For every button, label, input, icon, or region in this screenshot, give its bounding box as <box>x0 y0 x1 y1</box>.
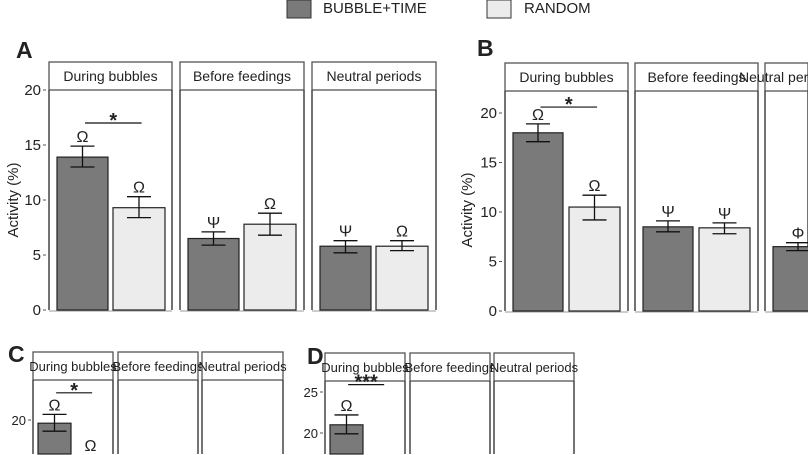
facet-strip <box>117 351 199 381</box>
facet-2: Before feedings <box>112 351 204 454</box>
legend: BUBBLE+TIME RANDOM <box>286 0 591 19</box>
panel-b: B Activity (%) 0 5 10 15 20 During bubbles Ω Ω * Be… <box>459 35 808 320</box>
facet-label: Neutral periods <box>490 360 579 375</box>
facet-3: Neutral periods <box>490 352 579 454</box>
y-tick-label: 20 <box>24 82 41 99</box>
group-mark: Ω <box>589 178 601 195</box>
facet-label: Before feedings <box>647 69 745 85</box>
panel-letter: D <box>307 343 324 369</box>
group-mark: Ψ <box>718 206 731 223</box>
group-mark: Ω <box>532 107 544 124</box>
facet-label: Before feedings <box>112 359 204 374</box>
panel-a: A Activity (%) 0 5 10 15 20 During bubbles Ω Ω * Be… <box>5 37 437 319</box>
bar-random <box>112 207 166 311</box>
y-tick-label: 25 <box>304 385 318 400</box>
facet-strip <box>201 351 284 381</box>
facet-label: During bubbles <box>29 359 117 374</box>
panel-c: C 20 During bubbles Ω Ω * Before feedingsNeutr… <box>8 341 287 455</box>
facet-1: During bubbles Ω Ω * <box>48 61 173 312</box>
significance-label: * <box>70 380 78 402</box>
bar-bubble-time <box>772 246 808 312</box>
facet-strip <box>179 61 305 91</box>
facet-strip <box>32 351 114 381</box>
y-tick-label: 15 <box>24 137 41 154</box>
facet-label: During bubbles <box>519 69 613 85</box>
facet-1: During bubbles Ω Ω * <box>29 351 117 455</box>
y-tick-label: 0 <box>33 302 41 319</box>
group-mark: Ω <box>341 398 353 415</box>
bar-random <box>243 223 297 311</box>
bar-bubble-time <box>642 226 694 312</box>
facet-3: Neutral periods Ψ Ω <box>311 61 437 312</box>
group-mark: Ω <box>85 438 97 455</box>
facet-1: During bubbles Ω*** <box>321 352 409 455</box>
bar-bubble-time <box>187 237 240 311</box>
panel-letter: A <box>16 37 33 63</box>
group-mark: Ω <box>77 129 89 146</box>
facet-strip <box>493 352 575 382</box>
facet-label: Neutral periods <box>739 69 808 85</box>
facet-label: Neutral periods <box>198 359 287 374</box>
facet-strip <box>634 62 759 92</box>
facet-label: During bubbles <box>63 68 157 84</box>
bar-random <box>698 227 751 312</box>
bar-random <box>568 206 621 312</box>
facet-strip <box>764 62 808 92</box>
facet-2: Before feedings Ψ Ψ <box>634 62 759 313</box>
facet-strip <box>48 61 173 91</box>
group-mark: Ψ <box>339 224 352 241</box>
bar-bubble-time <box>512 132 564 312</box>
y-tick-label: 20 <box>12 413 26 428</box>
facet-3: Neutral periods Φ <box>739 62 808 313</box>
y-axis-label: Activity (%) <box>5 162 22 237</box>
legend-label-bubble-time: BUBBLE+TIME <box>323 0 427 17</box>
group-mark: Ω <box>49 397 61 414</box>
group-mark: Ω <box>264 196 276 213</box>
facet-3: Neutral periods <box>198 351 287 454</box>
facet-label: Before feedings <box>404 360 496 375</box>
panel-letter: C <box>8 341 25 367</box>
facet-strip <box>311 61 437 91</box>
y-tick-label: 20 <box>480 105 497 122</box>
facet-label: During bubbles <box>321 360 409 375</box>
bar-bubble-time <box>319 245 372 311</box>
group-mark: Ψ <box>207 215 220 232</box>
facet-strip <box>409 352 491 382</box>
bar-bubble-time <box>56 156 109 311</box>
y-axis-label: Activity (%) <box>459 172 476 247</box>
group-mark: Φ <box>792 226 805 243</box>
legend-label-random: RANDOM <box>524 0 591 17</box>
bar-random <box>375 245 429 311</box>
group-mark: Ω <box>396 224 408 241</box>
facet-strip <box>324 352 406 382</box>
panel-letter: B <box>477 35 494 61</box>
facet-strip <box>504 62 629 92</box>
group-mark: Ω <box>133 180 145 197</box>
y-tick-label: 10 <box>480 204 497 221</box>
facet-label: Before feedings <box>193 68 291 84</box>
facet-2: Before feedings <box>404 352 496 454</box>
y-tick-label: 10 <box>24 192 41 209</box>
y-tick-label: 0 <box>489 303 497 320</box>
facet-label: Neutral periods <box>327 68 422 84</box>
group-mark: Ψ <box>661 204 674 221</box>
legend-swatch-bubble-time <box>286 0 312 19</box>
y-tick-label: 20 <box>304 426 318 441</box>
y-tick-label: 5 <box>33 247 41 264</box>
significance-label: * <box>109 110 117 132</box>
significance-label: *** <box>354 372 378 394</box>
legend-swatch-random <box>486 0 512 19</box>
significance-label: * <box>565 94 573 116</box>
facet-2: Before feedings Ψ Ω <box>179 61 305 312</box>
y-tick-label: 15 <box>480 155 497 172</box>
y-tick-label: 5 <box>489 254 497 271</box>
facet-1: During bubbles Ω Ω * <box>504 62 629 313</box>
